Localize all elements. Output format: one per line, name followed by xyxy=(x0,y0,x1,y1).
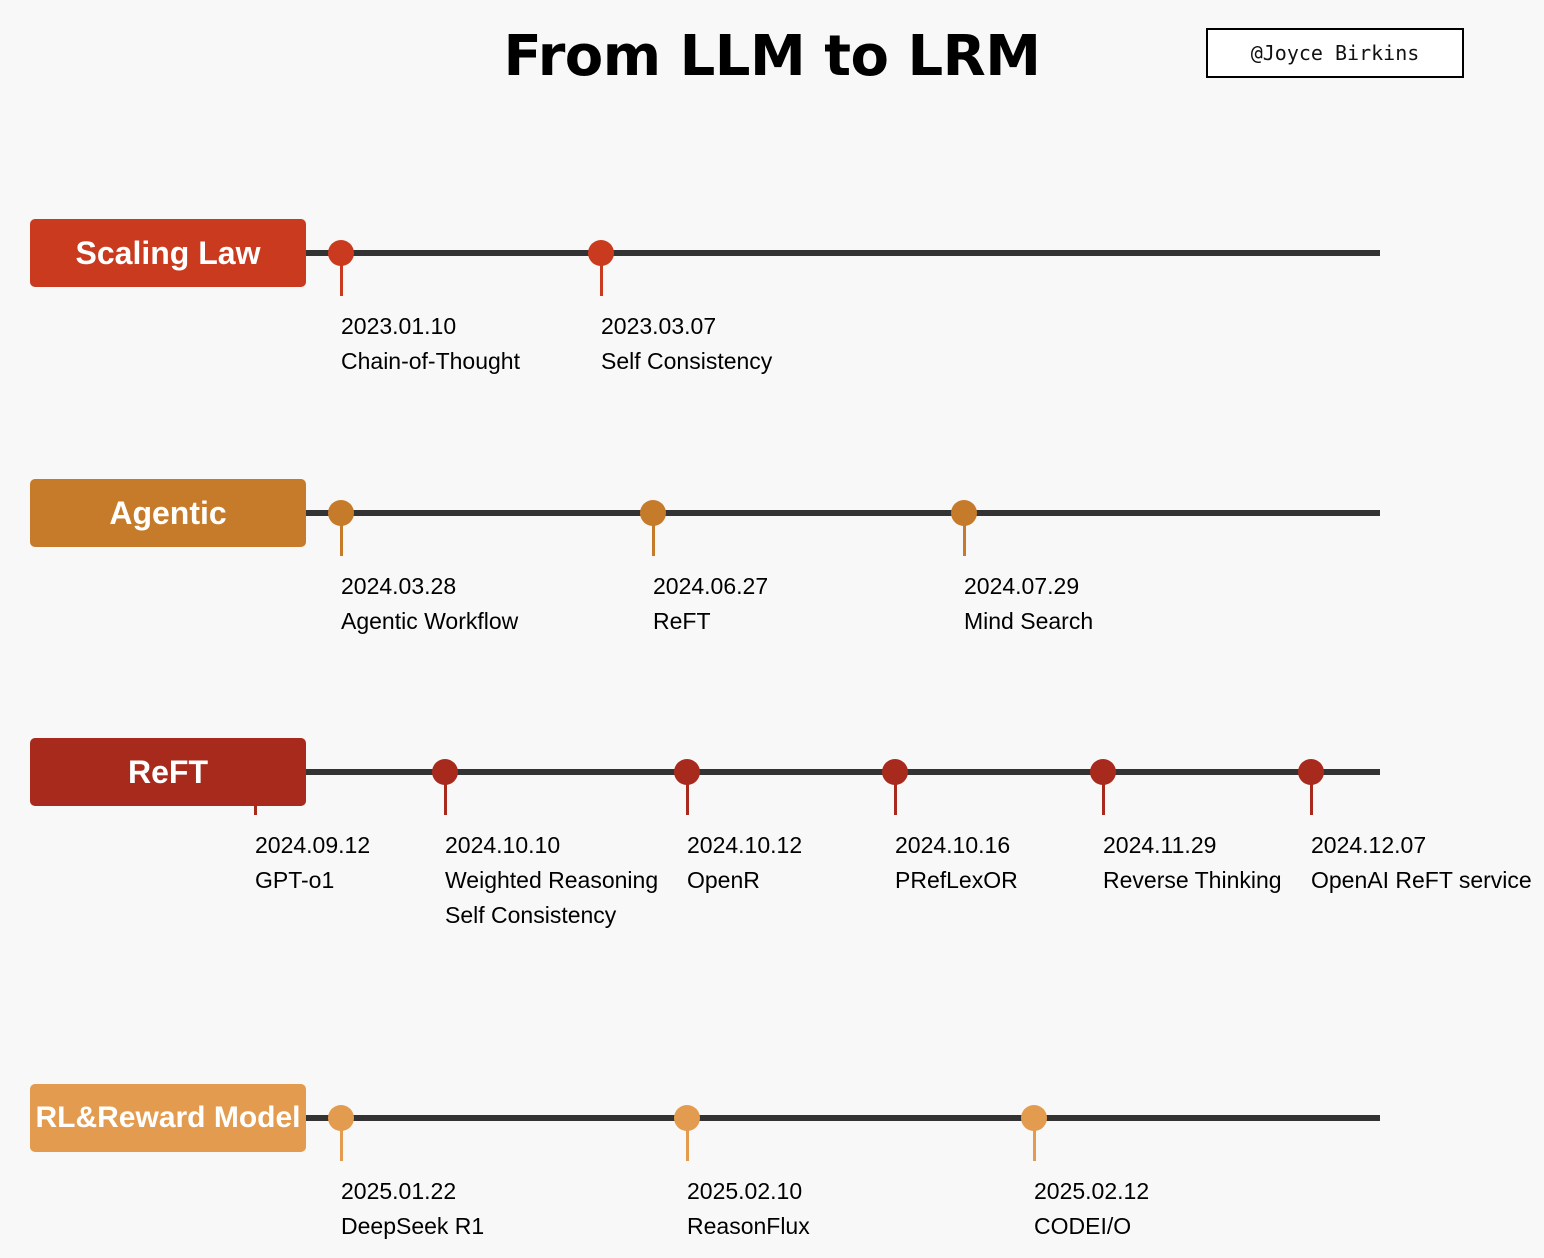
event-dot xyxy=(1298,759,1324,785)
event-text: 2024.10.16 PRefLexOR xyxy=(895,828,1018,898)
event-name: Weighted Reasoning xyxy=(445,867,659,893)
event-name: PRefLexOR xyxy=(895,867,1018,893)
event-stem xyxy=(339,253,343,296)
event-text: 2024.11.29 Reverse Thinking xyxy=(1103,828,1282,898)
event-date: 2024.03.28 xyxy=(341,573,457,599)
event-name: OpenAI ReFT service xyxy=(1311,867,1532,893)
event-dot xyxy=(588,240,614,266)
event-date: 2024.10.10 xyxy=(445,832,561,858)
event-stem xyxy=(651,513,655,556)
event-name: OpenR xyxy=(687,867,760,893)
event-date: 2024.06.27 xyxy=(653,573,769,599)
event-name: Reverse Thinking xyxy=(1103,867,1282,893)
event-stem xyxy=(1101,772,1105,815)
track-label: Scaling Law xyxy=(30,219,306,287)
timeline-line xyxy=(300,769,1380,775)
event-name: GPT-o1 xyxy=(255,867,335,893)
event-dot xyxy=(882,759,908,785)
timeline-line xyxy=(300,510,1380,516)
event-dot xyxy=(1021,1105,1047,1131)
event-dot xyxy=(328,500,354,526)
event-name-line2: Self Consistency xyxy=(445,902,617,928)
event-text: 2024.09.12 GPT-o1 xyxy=(255,828,370,898)
timeline-line xyxy=(300,1115,1380,1121)
page-title: From LLM to LRM xyxy=(503,24,1041,89)
event-name: Agentic Workflow xyxy=(341,608,519,634)
event-text: 2024.07.29 Mind Search xyxy=(964,569,1093,639)
event-dot xyxy=(951,500,977,526)
event-name: ReFT xyxy=(653,608,711,634)
event-text: 2023.03.07 Self Consistency xyxy=(601,309,772,379)
event-dot xyxy=(674,759,700,785)
event-dot xyxy=(328,240,354,266)
event-text: 2024.06.27 ReFT xyxy=(653,569,768,639)
event-text: 2024.10.12 OpenR xyxy=(687,828,802,898)
event-stem xyxy=(893,772,897,815)
event-stem xyxy=(443,772,447,815)
event-date: 2023.01.10 xyxy=(341,313,457,339)
event-date: 2024.07.29 xyxy=(964,573,1080,599)
event-date: 2024.10.12 xyxy=(687,832,803,858)
event-text: 2024.12.07 OpenAI ReFT service xyxy=(1311,828,1532,898)
event-text: 2025.01.22 DeepSeek R1 xyxy=(341,1174,484,1244)
timeline-track: RL&Reward Model 2025.01.22 DeepSeek R1 2025… xyxy=(0,1084,1544,1239)
event-text: 2025.02.12 CODEI/O xyxy=(1034,1174,1149,1244)
event-date: 2024.12.07 xyxy=(1311,832,1427,858)
event-stem xyxy=(1032,1118,1036,1161)
event-date: 2024.11.29 xyxy=(1103,832,1217,858)
event-name: Chain-of-Thought xyxy=(341,348,520,374)
timeline-track: Scaling Law 2023.01.10 Chain-of-Thought 202… xyxy=(0,219,1544,374)
event-text: 2025.02.10 ReasonFlux xyxy=(687,1174,810,1244)
timeline-line xyxy=(300,250,1380,256)
timeline-track: Agentic 2024.03.28 Agentic Workflow 2024.06… xyxy=(0,479,1544,634)
event-text: 2024.10.10 Weighted Reasoning Self Consist… xyxy=(445,828,658,933)
event-stem xyxy=(1309,772,1313,815)
event-stem xyxy=(339,513,343,556)
event-name: Self Consistency xyxy=(601,348,773,374)
event-text: 2023.01.10 Chain-of-Thought xyxy=(341,309,520,379)
event-date: 2025.01.22 xyxy=(341,1178,457,1204)
event-date: 2025.02.12 xyxy=(1034,1178,1150,1204)
timeline-track: ReFT 2024.09.12 GPT-o1 2024.10.10 Weighted R… xyxy=(0,738,1544,928)
event-dot xyxy=(1090,759,1116,785)
track-label: RL&Reward Model xyxy=(30,1084,306,1152)
event-date: 2025.02.10 xyxy=(687,1178,803,1204)
event-name: DeepSeek R1 xyxy=(341,1213,485,1239)
event-dot xyxy=(640,500,666,526)
event-name: ReasonFlux xyxy=(687,1213,810,1239)
event-name: Mind Search xyxy=(964,608,1094,634)
event-date: 2024.10.16 xyxy=(895,832,1011,858)
event-stem xyxy=(962,513,966,556)
event-text: 2024.03.28 Agentic Workflow xyxy=(341,569,518,639)
event-stem xyxy=(339,1118,343,1161)
event-stem xyxy=(685,1118,689,1161)
event-dot xyxy=(674,1105,700,1131)
event-stem xyxy=(685,772,689,815)
track-label: ReFT xyxy=(30,738,306,806)
event-stem xyxy=(599,253,603,296)
event-dot xyxy=(328,1105,354,1131)
event-date: 2024.09.12 xyxy=(255,832,371,858)
track-label: Agentic xyxy=(30,479,306,547)
event-dot xyxy=(432,759,458,785)
author-credit: @Joyce Birkins xyxy=(1206,28,1464,78)
event-date: 2023.03.07 xyxy=(601,313,717,339)
event-name: CODEI/O xyxy=(1034,1213,1132,1239)
